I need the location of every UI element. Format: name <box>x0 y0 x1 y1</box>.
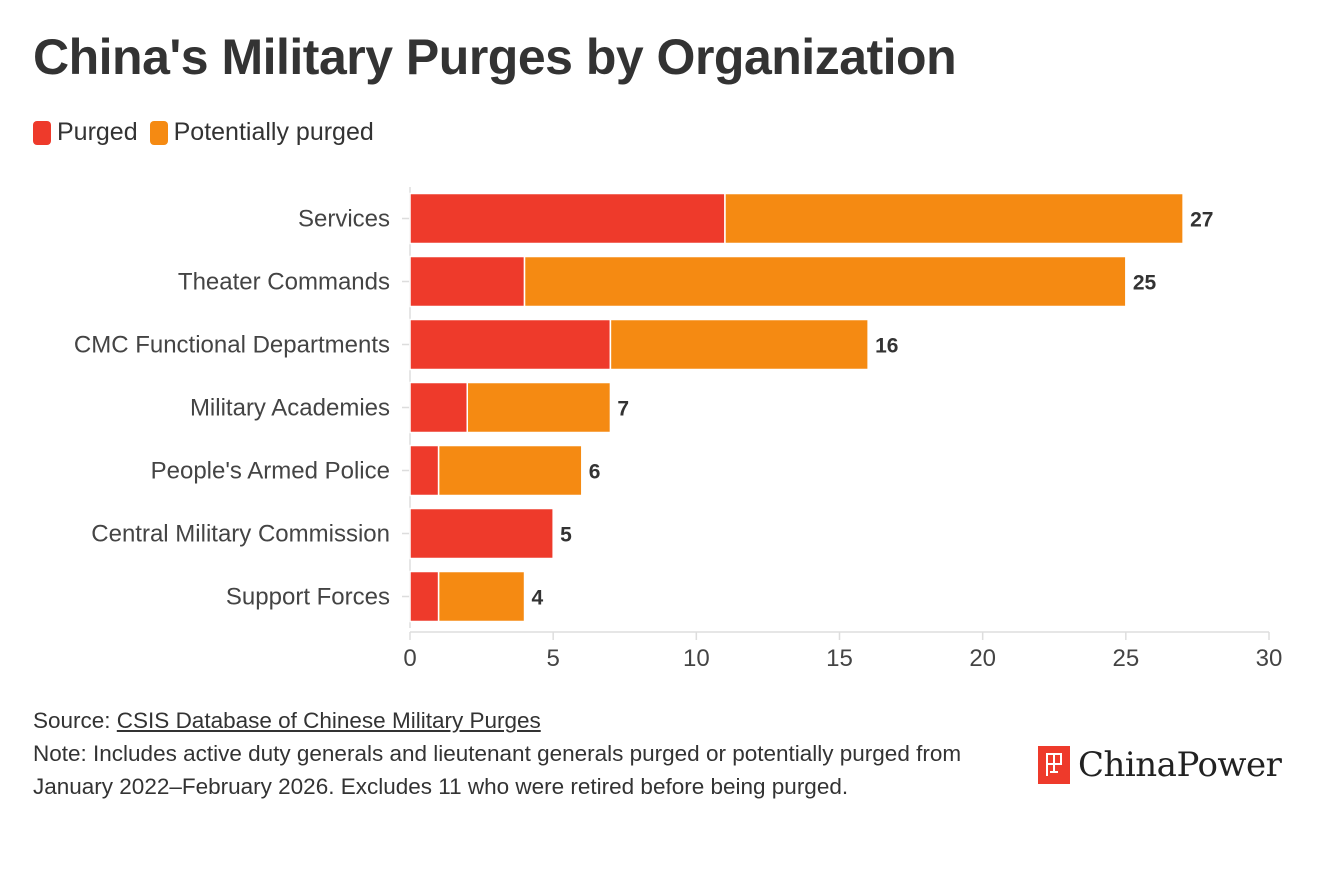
bar-purged <box>409 507 554 560</box>
logo-text: ChinaPower <box>1078 745 1282 785</box>
bar-purged <box>409 192 726 245</box>
total-data-label: 16 <box>875 335 898 358</box>
x-tick-label: 30 <box>1256 645 1283 672</box>
source-prefix: Source: <box>33 708 117 733</box>
legend: Purged Potentially purged <box>33 118 386 147</box>
x-tick-label: 25 <box>1112 645 1139 672</box>
total-data-label: 25 <box>1133 272 1157 295</box>
category-label: CMC Functional Departments <box>74 332 390 359</box>
total-data-label: 27 <box>1190 209 1213 232</box>
legend-label: Purged <box>57 118 138 146</box>
bar-purged <box>409 318 612 371</box>
x-tick-label: 10 <box>683 645 710 672</box>
source-link[interactable]: CSIS Database of Chinese Military Purges <box>116 708 541 733</box>
bar-purged <box>409 381 469 434</box>
chinapower-logo-icon <box>1038 746 1070 784</box>
bar-potentially-purged <box>523 255 1127 308</box>
total-data-label: 5 <box>560 524 572 547</box>
legend-label: Potentially purged <box>173 118 374 146</box>
bar-purged <box>409 444 440 497</box>
bar-potentially-purged <box>437 570 526 623</box>
footer: Source: CSIS Database of Chinese Militar… <box>33 704 1023 803</box>
bar-potentially-purged <box>609 318 869 371</box>
legend-swatch-purged <box>33 120 51 145</box>
category-label: Services <box>298 206 390 233</box>
bar-potentially-purged <box>724 192 1184 245</box>
category-label: Central Military Commission <box>91 521 390 548</box>
bar-purged <box>409 570 440 623</box>
legend-item-potentially-purged[interactable]: Potentially purged <box>149 118 374 147</box>
category-label: Support Forces <box>226 584 390 611</box>
legend-item-purged[interactable]: Purged <box>33 118 138 147</box>
bar-potentially-purged <box>466 381 612 434</box>
total-data-label: 6 <box>589 461 601 484</box>
x-tick-label: 20 <box>969 645 996 672</box>
total-data-label: 7 <box>617 398 629 421</box>
total-data-label: 4 <box>532 587 544 610</box>
legend-swatch-potentially-purged <box>149 120 168 145</box>
category-label: Theater Commands <box>178 269 390 296</box>
chinapower-logo: ChinaPower <box>1038 745 1282 785</box>
chart-title: China's Military Purges by Organization <box>33 29 957 85</box>
category-label: Military Academies <box>190 395 390 422</box>
bar-chart: 0 5 10 15 20 25 30 Services 27 Theater Commands 25… <box>74 187 1283 672</box>
bar-potentially-purged <box>437 444 583 497</box>
x-tick-label: 5 <box>546 645 559 672</box>
x-tick-label: 15 <box>826 645 853 672</box>
note: Note: Includes active duty generals and … <box>33 741 962 799</box>
category-label: People's Armed Police <box>151 458 390 485</box>
x-tick-label: 0 <box>403 645 416 672</box>
bar-purged <box>409 255 526 308</box>
